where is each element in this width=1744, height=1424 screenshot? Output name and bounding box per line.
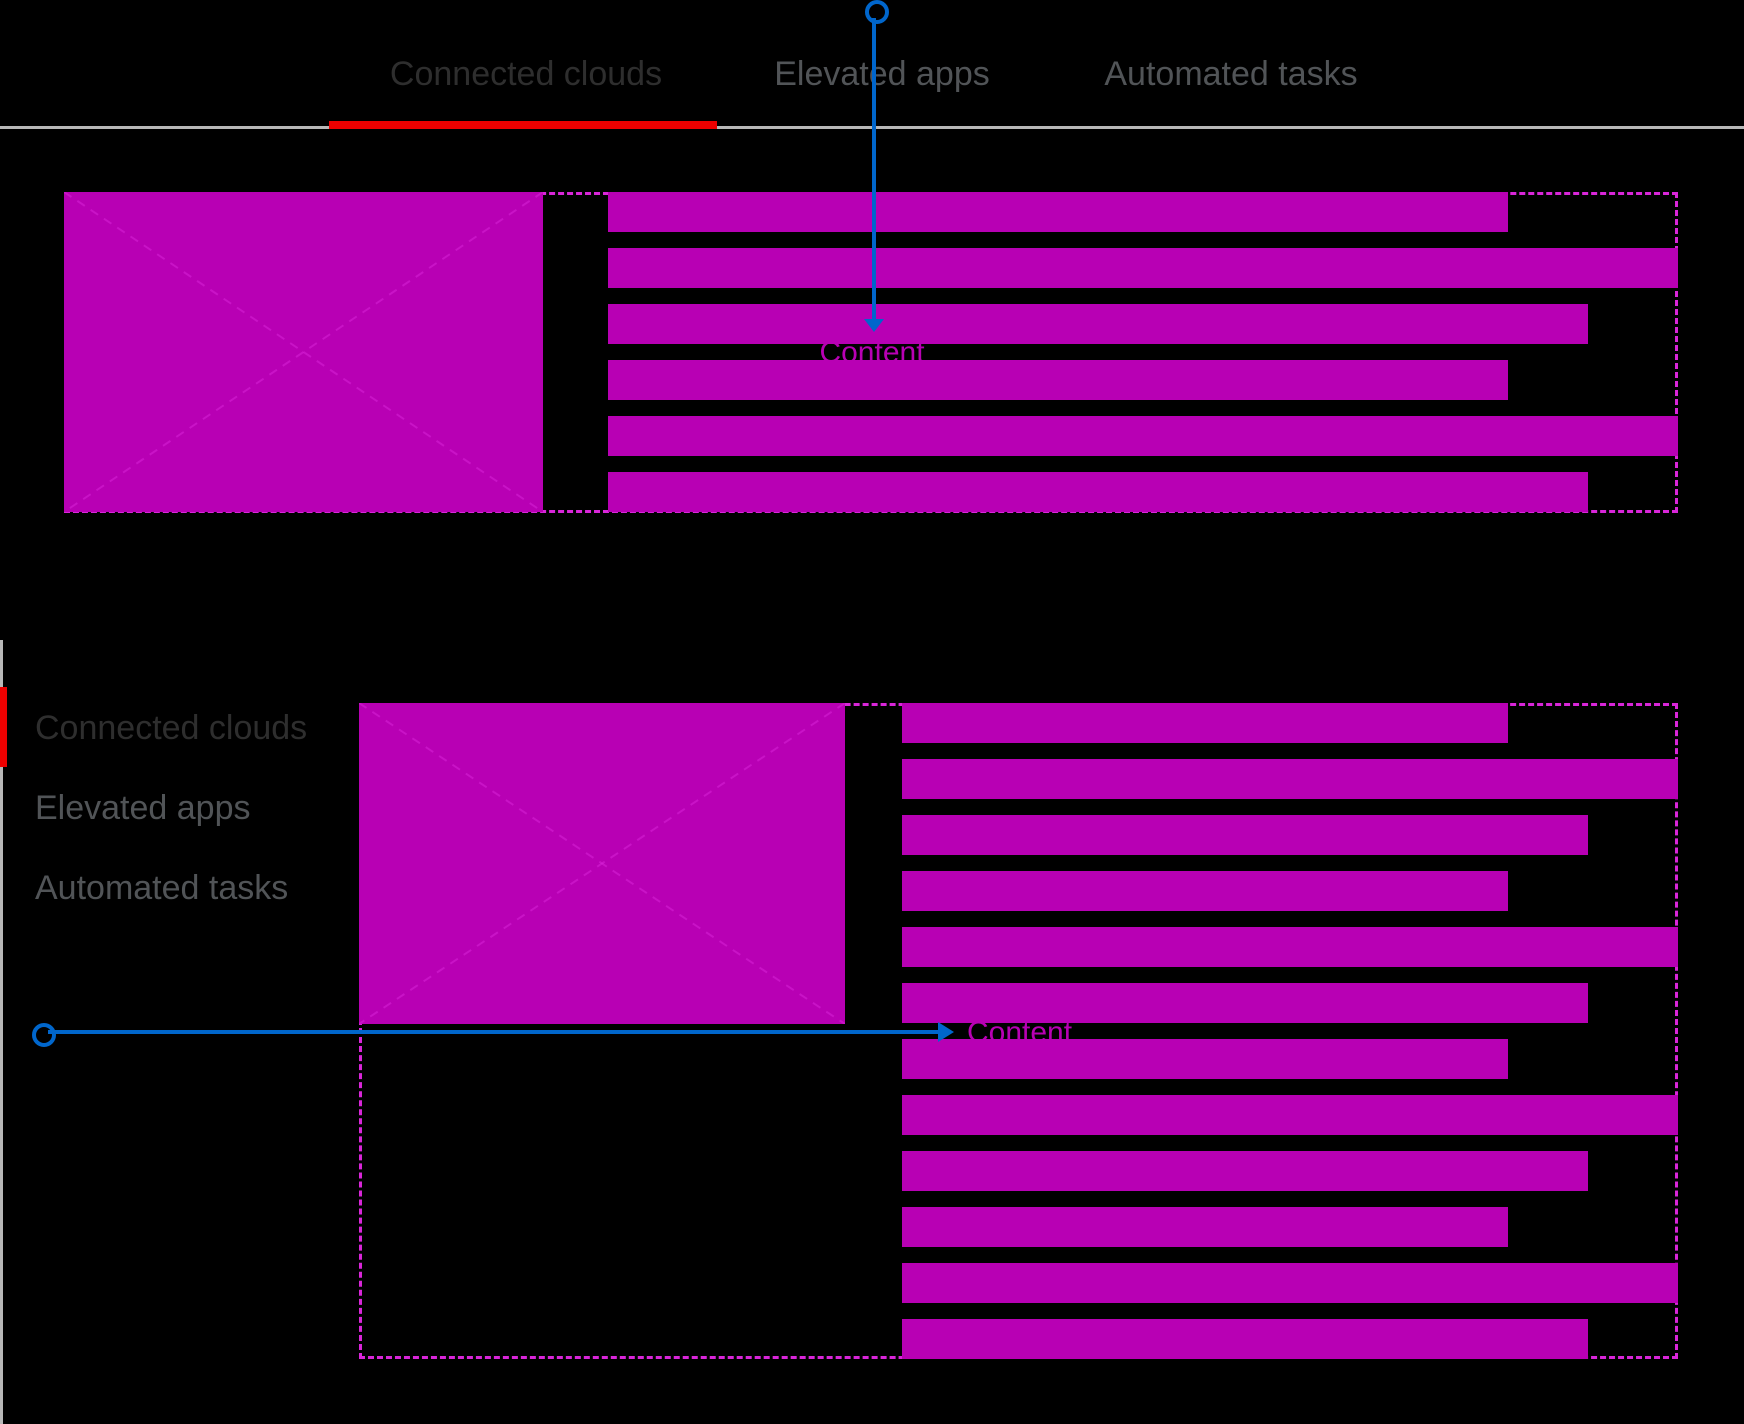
skeleton-bar bbox=[902, 1039, 1508, 1079]
skeleton-bar bbox=[902, 871, 1508, 911]
skeleton-bar bbox=[902, 1151, 1588, 1191]
active-vtab-indicator bbox=[0, 687, 7, 767]
skeleton-bar bbox=[608, 360, 1508, 400]
image-placeholder-bottom bbox=[359, 703, 845, 1024]
vtabs-left-border bbox=[0, 640, 3, 1424]
skeleton-text-bars-top bbox=[608, 192, 1678, 512]
placeholder-x-icon bbox=[359, 703, 845, 1024]
skeleton-bar bbox=[608, 248, 1678, 288]
annotation-line-horizontal bbox=[48, 1030, 938, 1034]
skeleton-bar bbox=[902, 1319, 1588, 1359]
content-annotation-label-top: Content bbox=[819, 336, 925, 369]
skeleton-bar bbox=[608, 304, 1588, 344]
arrow-right-icon bbox=[938, 1022, 954, 1042]
image-placeholder-top bbox=[64, 192, 543, 512]
annotation-origin-circle-icon bbox=[32, 1023, 56, 1047]
htab-elevated-apps[interactable]: Elevated apps bbox=[774, 55, 990, 93]
vtab-connected-clouds[interactable]: Connected clouds bbox=[35, 709, 308, 747]
htab-automated-tasks[interactable]: Automated tasks bbox=[1104, 55, 1358, 93]
skeleton-bar bbox=[902, 1207, 1508, 1247]
skeleton-bar bbox=[902, 927, 1678, 967]
annotation-line-vertical bbox=[872, 18, 876, 319]
skeleton-bar bbox=[608, 472, 1588, 512]
vtab-automated-tasks[interactable]: Automated tasks bbox=[35, 869, 289, 907]
annotation-origin-circle-icon bbox=[865, 0, 889, 24]
skeleton-bar bbox=[902, 759, 1678, 799]
vtab-elevated-apps[interactable]: Elevated apps bbox=[35, 789, 251, 827]
skeleton-bar bbox=[902, 703, 1508, 743]
active-tab-indicator bbox=[329, 121, 717, 129]
htab-connected-clouds[interactable]: Connected clouds bbox=[389, 55, 663, 93]
skeleton-bar bbox=[902, 983, 1588, 1023]
arrow-down-icon bbox=[864, 319, 884, 332]
placeholder-x-icon bbox=[64, 192, 543, 512]
skeleton-bar bbox=[902, 1095, 1678, 1135]
skeleton-bar bbox=[902, 815, 1588, 855]
skeleton-bar bbox=[608, 192, 1508, 232]
content-annotation-label-bottom: Content bbox=[967, 1016, 1073, 1049]
skeleton-bar bbox=[608, 416, 1678, 456]
skeleton-text-bars-bottom bbox=[902, 703, 1678, 1359]
skeleton-bar bbox=[902, 1263, 1678, 1303]
